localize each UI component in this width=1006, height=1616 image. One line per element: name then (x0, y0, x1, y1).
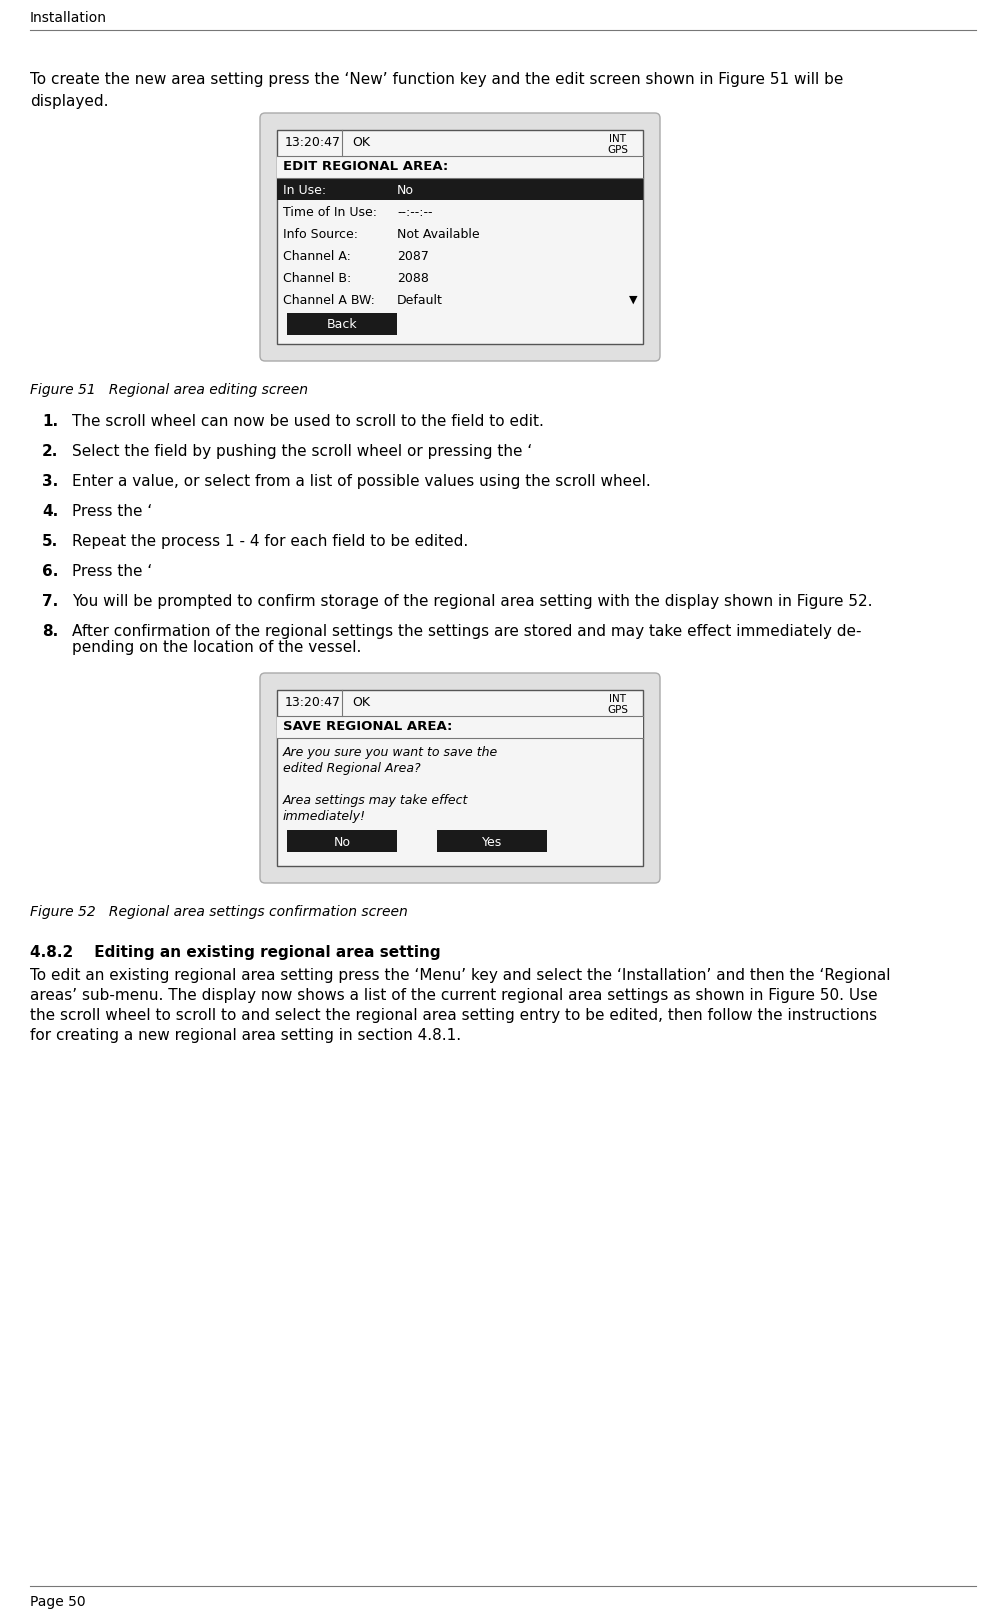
Text: INT: INT (610, 134, 627, 144)
Bar (277, 129, 643, 344)
Text: 8.: 8. (42, 624, 58, 638)
Text: displayed.: displayed. (30, 94, 109, 108)
Text: 3.: 3. (42, 473, 58, 490)
Text: 1.: 1. (42, 414, 58, 428)
Bar (287, 831, 397, 852)
Text: No: No (334, 835, 350, 848)
Text: pending on the location of the vessel.: pending on the location of the vessel. (72, 640, 361, 654)
Text: To edit an existing regional area setting press the ‘Menu’ key and select the ‘I: To edit an existing regional area settin… (30, 968, 890, 983)
Bar (277, 716, 643, 739)
Text: Are you sure you want to save the: Are you sure you want to save the (283, 747, 498, 760)
Text: 2088: 2088 (397, 271, 429, 284)
Text: Not Available: Not Available (397, 228, 480, 241)
Text: 6.: 6. (42, 564, 58, 579)
Text: Repeat the process 1 - 4 for each field to be edited.: Repeat the process 1 - 4 for each field … (72, 533, 468, 549)
Bar (277, 690, 643, 866)
Bar (437, 831, 547, 852)
Text: Default: Default (397, 294, 443, 307)
Text: 4.: 4. (42, 504, 58, 519)
Text: Yes: Yes (482, 835, 502, 848)
Text: SAVE REGIONAL AREA:: SAVE REGIONAL AREA: (283, 721, 453, 734)
Text: for creating a new regional area setting in section 4.8.1.: for creating a new regional area setting… (30, 1028, 461, 1042)
Text: Press the ‘: Press the ‘ (72, 504, 152, 519)
Text: Channel A BW:: Channel A BW: (283, 294, 375, 307)
Text: 2087: 2087 (397, 249, 429, 262)
Text: areas’ sub-menu. The display now shows a list of the current regional area setti: areas’ sub-menu. The display now shows a… (30, 987, 877, 1004)
Text: 7.: 7. (42, 595, 58, 609)
Text: Enter a value, or select from a list of possible values using the scroll wheel.: Enter a value, or select from a list of … (72, 473, 651, 490)
Text: The scroll wheel can now be used to scroll to the field to edit.: The scroll wheel can now be used to scro… (72, 414, 544, 428)
Text: --:--:--: --:--:-- (397, 205, 433, 218)
Text: 5.: 5. (42, 533, 58, 549)
Bar (277, 178, 643, 200)
Text: Area settings may take effect: Area settings may take effect (283, 793, 469, 806)
Text: INT: INT (610, 693, 627, 705)
FancyBboxPatch shape (260, 113, 660, 360)
Text: edited Regional Area?: edited Regional Area? (283, 763, 421, 776)
Text: To create the new area setting press the ‘New’ function key and the edit screen : To create the new area setting press the… (30, 73, 843, 87)
Text: After confirmation of the regional settings the settings are stored and may take: After confirmation of the regional setti… (72, 624, 861, 638)
Text: the scroll wheel to scroll to and select the regional area setting entry to be e: the scroll wheel to scroll to and select… (30, 1008, 877, 1023)
Text: OK: OK (352, 136, 370, 150)
Text: Select the field by pushing the scroll wheel or pressing the ‘: Select the field by pushing the scroll w… (72, 444, 532, 459)
Text: No: No (397, 184, 414, 197)
Text: OK: OK (352, 696, 370, 709)
Text: immediately!: immediately! (283, 810, 366, 823)
Text: Figure 51   Regional area editing screen: Figure 51 Regional area editing screen (30, 383, 308, 398)
Text: Channel A:: Channel A: (283, 249, 351, 262)
Text: Channel B:: Channel B: (283, 271, 351, 284)
Text: In Use:: In Use: (283, 184, 326, 197)
Bar (277, 157, 643, 178)
Text: Press the ‘: Press the ‘ (72, 564, 152, 579)
FancyBboxPatch shape (260, 672, 660, 882)
Text: ▼: ▼ (629, 296, 638, 305)
Text: 13:20:47: 13:20:47 (285, 696, 341, 709)
Text: GPS: GPS (608, 145, 629, 155)
Text: 4.8.2    Editing an existing regional area setting: 4.8.2 Editing an existing regional area … (30, 944, 441, 960)
Text: 2.: 2. (42, 444, 58, 459)
Text: Page 50: Page 50 (30, 1595, 86, 1610)
Text: Time of In Use:: Time of In Use: (283, 205, 377, 218)
Text: Back: Back (327, 318, 357, 331)
Text: EDIT REGIONAL AREA:: EDIT REGIONAL AREA: (283, 160, 449, 173)
Text: Figure 52   Regional area settings confirmation screen: Figure 52 Regional area settings confirm… (30, 905, 407, 920)
Text: You will be prompted to confirm storage of the regional area setting with the di: You will be prompted to confirm storage … (72, 595, 872, 609)
Bar (287, 314, 397, 335)
Text: GPS: GPS (608, 705, 629, 714)
Text: Info Source:: Info Source: (283, 228, 358, 241)
Text: Installation: Installation (30, 11, 107, 24)
Text: 13:20:47: 13:20:47 (285, 136, 341, 150)
